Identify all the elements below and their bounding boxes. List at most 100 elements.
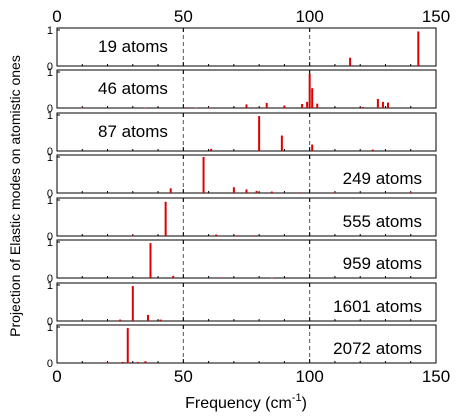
bottom-tick-label: 50 <box>174 367 193 386</box>
y-tick-label: 0 <box>47 188 53 200</box>
bar <box>255 190 258 193</box>
bar <box>144 107 147 109</box>
panel-frame <box>56 27 437 67</box>
bar <box>215 234 218 236</box>
x-axis-title-close: ) <box>302 395 307 412</box>
panel-frame <box>56 239 437 279</box>
x-axis-title-text: Frequency (cm <box>185 395 292 412</box>
bar <box>245 189 248 193</box>
bar <box>119 319 122 321</box>
bar <box>270 277 273 279</box>
bar <box>220 277 223 278</box>
bar <box>349 57 352 66</box>
top-tick-label: 150 <box>422 7 450 26</box>
panel-label: 2072 atoms <box>333 339 422 358</box>
bar <box>202 157 205 193</box>
bar <box>280 135 283 151</box>
bar <box>316 103 319 108</box>
bar <box>253 235 256 236</box>
bar <box>210 148 213 151</box>
bottom-tick-label: 150 <box>422 367 450 386</box>
bar <box>371 149 374 151</box>
bar <box>265 102 268 108</box>
bar <box>159 319 162 321</box>
bar <box>283 105 286 108</box>
bar <box>131 286 134 321</box>
panel-frame <box>56 197 437 237</box>
x-axis-title: Frequency (cm-1) <box>185 392 307 412</box>
top-axis-tick-labels: 0 50 100 150 <box>52 7 450 26</box>
bar <box>376 99 379 108</box>
y-tick-label: 1 <box>47 67 53 79</box>
bar <box>232 187 235 193</box>
bar <box>136 361 139 363</box>
bar <box>386 102 389 108</box>
bar <box>184 107 187 108</box>
bar <box>361 106 364 108</box>
bar <box>308 73 311 108</box>
bar <box>237 235 240 236</box>
panel-label: 46 atoms <box>98 79 168 98</box>
bar <box>298 192 301 193</box>
y-tick-label: 1 <box>47 152 53 164</box>
y-tick-label: 1 <box>47 195 53 207</box>
bar <box>106 362 109 363</box>
bottom-axis-tick-labels: 0 50 100 150 <box>52 367 450 386</box>
panel-label: 19 atoms <box>98 37 168 56</box>
bar <box>121 361 124 363</box>
bar <box>144 361 147 363</box>
panel-label: 249 atoms <box>343 169 422 188</box>
panel-frame <box>56 112 437 152</box>
bar <box>164 201 167 236</box>
panel-frame <box>56 282 437 322</box>
bottom-tick-label: 100 <box>295 367 323 386</box>
y-tick-label: 1 <box>47 25 53 37</box>
y-tick-label: 0 <box>47 316 53 328</box>
bar <box>270 191 273 193</box>
bar <box>245 104 248 108</box>
y-tick-label: 1 <box>47 280 53 292</box>
panel-1: 0 1 19 atoms <box>47 25 437 73</box>
bar <box>301 104 304 108</box>
y-tick-label: 1 <box>47 237 53 249</box>
panel-2: 0 1 46 atoms <box>47 67 437 115</box>
bar <box>311 88 314 108</box>
y-tick-label: 0 <box>47 273 53 285</box>
x-axis-title-superscript: -1 <box>292 392 302 404</box>
y-tick-label: 0 <box>47 231 53 243</box>
bar <box>381 101 384 108</box>
y-tick-label: 1 <box>47 110 53 122</box>
bar <box>417 31 420 66</box>
bar <box>194 107 197 109</box>
panel-8: 0 1 2072 atoms <box>47 322 437 370</box>
panel-label: 87 atoms <box>98 122 168 141</box>
bar <box>258 116 261 151</box>
bar <box>126 328 129 363</box>
bar <box>131 235 134 236</box>
top-tick-label: 50 <box>174 7 193 26</box>
y-tick-label: 0 <box>47 61 53 73</box>
top-tick-label: 0 <box>52 7 61 26</box>
panel-4: 0 1 249 atoms <box>47 152 437 200</box>
panel-label: 959 atoms <box>343 254 422 273</box>
bar <box>146 314 149 321</box>
y-tick-label: 0 <box>47 103 53 115</box>
y-tick-label: 1 <box>47 322 53 334</box>
bar <box>409 192 412 193</box>
panel-label: 555 atoms <box>343 212 422 231</box>
bar <box>333 192 336 193</box>
bar <box>172 275 175 278</box>
y-tick-label: 0 <box>47 358 53 370</box>
bottom-tick-label: 0 <box>52 367 61 386</box>
panel-6: 0 1 959 atoms <box>47 237 437 285</box>
bar <box>169 188 172 193</box>
bar <box>306 101 309 108</box>
bar <box>149 243 152 278</box>
panel-label: 1601 atoms <box>333 297 422 316</box>
top-tick-label: 100 <box>295 7 323 26</box>
bar <box>207 107 210 109</box>
panel-3: 0 1 87 atoms <box>47 110 437 158</box>
panel-5: 0 1 555 atoms <box>47 195 437 243</box>
